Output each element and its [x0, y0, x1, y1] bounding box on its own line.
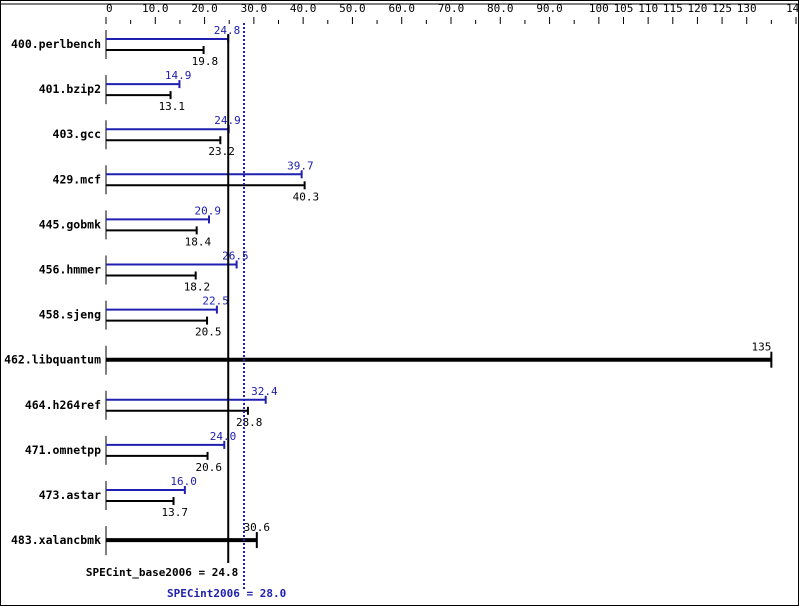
x-tick-label: 105: [614, 2, 634, 15]
x-tick-label: 140: [786, 2, 798, 15]
base-value-label: 18.2: [184, 281, 211, 294]
x-tick-label: 115: [663, 2, 683, 15]
benchmark-label: 401.bzip2: [39, 82, 101, 96]
x-tick-label: 10.0: [142, 2, 169, 15]
x-tick-label: 90.0: [536, 2, 563, 15]
benchmark-label: 456.hmmer: [39, 263, 101, 277]
base-value-label: 19.8: [192, 55, 219, 68]
x-tick-label: 125: [712, 2, 732, 15]
base-value-label: 23.2: [208, 145, 235, 158]
base-value-label: 13.7: [162, 506, 189, 519]
base-score-label: SPECint_base2006 = 24.8: [86, 566, 238, 579]
x-tick-label: 80.0: [487, 2, 514, 15]
benchmark-label: 400.perlbench: [11, 37, 101, 51]
base-value-label: 20.6: [196, 461, 223, 474]
x-tick-label: 70.0: [438, 2, 465, 15]
x-tick-label: 100: [589, 2, 609, 15]
x-tick-label: 20.0: [191, 2, 218, 15]
base-value-label: 135: [751, 341, 771, 354]
peak-value-label: 22.5: [202, 295, 229, 308]
base-value-label: 18.4: [185, 235, 212, 248]
peak-score-label: SPECint2006 = 28.0: [167, 587, 286, 600]
peak-value-label: 24.8: [214, 24, 241, 37]
base-value-label: 28.8: [236, 416, 263, 429]
base-value-label: 40.3: [293, 190, 320, 203]
benchmark-label: 471.omnetpp: [25, 443, 101, 457]
benchmark-label: 483.xalancbmk: [11, 533, 101, 547]
benchmark-label: 462.libquantum: [4, 353, 101, 367]
x-tick-label: 0: [106, 2, 113, 15]
benchmark-label: 403.gcc: [53, 127, 101, 141]
x-tick-label: 60.0: [388, 2, 415, 15]
peak-value-label: 20.9: [195, 204, 222, 217]
peak-value-label: 39.7: [287, 159, 314, 172]
base-value-label: 30.6: [244, 521, 271, 534]
peak-value-label: 24.0: [210, 430, 237, 443]
x-tick-label: 50.0: [339, 2, 366, 15]
peak-value-label: 32.4: [251, 385, 278, 398]
base-value-label: 20.5: [195, 326, 222, 339]
x-tick-label: 110: [638, 2, 658, 15]
x-tick-label: 130: [737, 2, 757, 15]
benchmark-label: 445.gobmk: [39, 217, 101, 231]
peak-value-label: 14.9: [165, 69, 192, 82]
benchmark-label: 473.astar: [39, 488, 101, 502]
benchmark-label: 464.h264ref: [25, 398, 101, 412]
benchmark-label: 429.mcf: [53, 172, 102, 186]
benchmark-label: 458.sjeng: [39, 308, 101, 322]
peak-value-label: 16.0: [170, 475, 197, 488]
base-value-label: 13.1: [159, 100, 186, 113]
x-tick-label: 120: [687, 2, 707, 15]
x-tick-label: 40.0: [290, 2, 317, 15]
x-tick-label: 30.0: [241, 2, 268, 15]
